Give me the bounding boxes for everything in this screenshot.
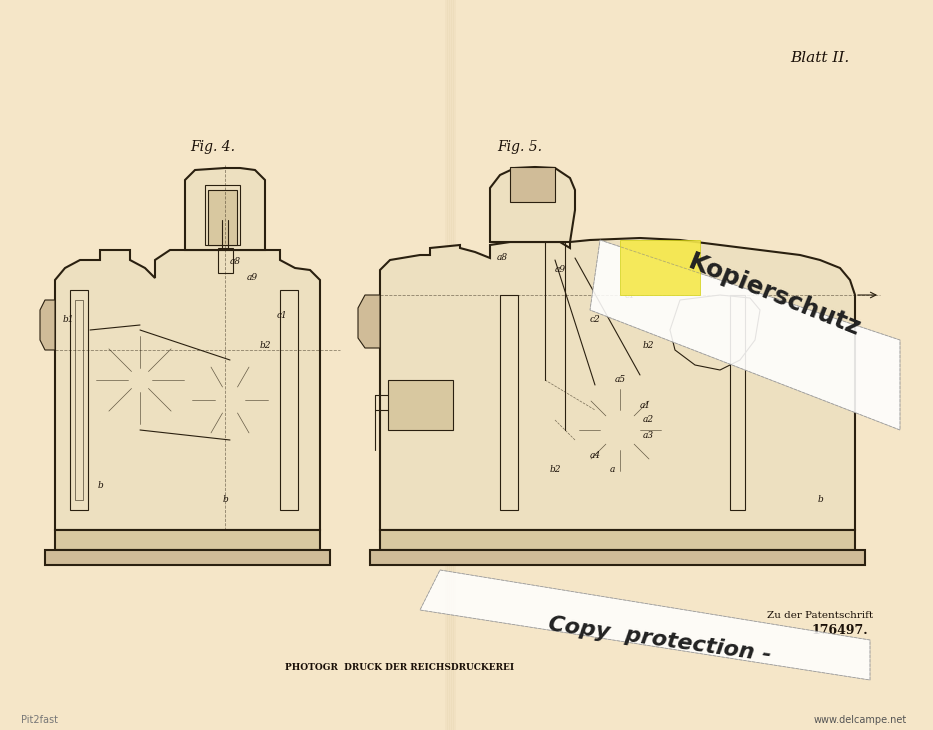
Text: b1: b1 <box>63 315 74 325</box>
Text: Kopierschutz: Kopierschutz <box>685 250 865 341</box>
Circle shape <box>600 410 640 450</box>
Bar <box>218 248 233 273</box>
Bar <box>370 550 865 565</box>
Text: b: b <box>222 496 228 504</box>
Bar <box>208 190 237 245</box>
Bar <box>453 0 456 730</box>
Text: c2: c2 <box>590 315 600 325</box>
Bar <box>447 0 450 730</box>
Text: b2: b2 <box>259 340 271 350</box>
Text: a8: a8 <box>496 253 508 263</box>
Text: b: b <box>97 480 103 490</box>
Text: a3: a3 <box>643 431 653 439</box>
Polygon shape <box>620 240 700 295</box>
Polygon shape <box>590 240 900 430</box>
Text: Fig. 4.: Fig. 4. <box>190 140 235 154</box>
Text: Fig. 5.: Fig. 5. <box>497 140 542 154</box>
Text: c1: c1 <box>624 291 635 299</box>
Bar <box>70 290 88 510</box>
Polygon shape <box>185 168 265 250</box>
Polygon shape <box>380 238 855 530</box>
Bar <box>445 0 448 730</box>
Text: b2: b2 <box>642 340 654 350</box>
Text: a5: a5 <box>615 375 625 385</box>
Bar <box>280 290 298 510</box>
Text: a2: a2 <box>643 415 653 425</box>
Bar <box>388 380 453 430</box>
Text: a8: a8 <box>230 258 241 266</box>
Bar <box>205 185 240 245</box>
Text: a1: a1 <box>639 401 650 410</box>
Text: a4: a4 <box>590 450 601 459</box>
Text: b: b <box>817 496 823 504</box>
Text: 176497.: 176497. <box>812 623 869 637</box>
Text: PHOTOGR  DRUCK DER REICHSDRUCKEREI: PHOTOGR DRUCK DER REICHSDRUCKEREI <box>285 664 515 672</box>
Text: a9: a9 <box>246 274 258 283</box>
Text: Copy  protection -: Copy protection - <box>547 615 773 666</box>
Text: Zu der Patentschrift: Zu der Patentschrift <box>767 610 873 620</box>
Polygon shape <box>490 167 575 242</box>
Bar <box>730 295 745 510</box>
Bar <box>55 530 320 550</box>
Polygon shape <box>55 250 320 530</box>
Text: Pit2fast: Pit2fast <box>21 715 59 725</box>
Text: b2: b2 <box>550 466 561 474</box>
Text: www.delcampe.net: www.delcampe.net <box>814 715 907 725</box>
Bar <box>500 295 518 510</box>
Text: Blatt II.: Blatt II. <box>790 51 850 65</box>
Bar <box>380 530 855 550</box>
Text: c1: c1 <box>276 310 287 320</box>
Polygon shape <box>420 570 870 680</box>
Circle shape <box>128 368 152 392</box>
Bar <box>449 0 452 730</box>
Text: a9: a9 <box>554 266 565 274</box>
Bar <box>510 167 555 202</box>
Bar <box>45 550 330 565</box>
Polygon shape <box>40 300 55 350</box>
Polygon shape <box>358 295 380 348</box>
Text: a: a <box>609 466 615 474</box>
Bar <box>75 300 83 500</box>
Bar <box>451 0 454 730</box>
Circle shape <box>215 385 245 415</box>
